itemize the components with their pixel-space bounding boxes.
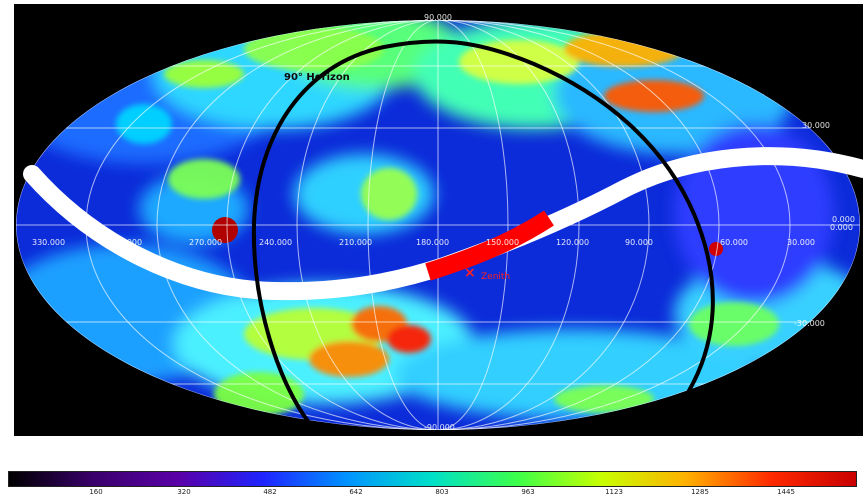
longitude-label: 270.000 (189, 238, 222, 247)
longitude-label: 180.000 (416, 238, 449, 247)
latitude-label: 30.000 (802, 121, 830, 130)
latitude-label: -30.000 (794, 319, 825, 328)
latitude-label: -90.000 (424, 423, 455, 432)
colorbar-tick-label: 642 (349, 488, 363, 496)
horizon-label: 90° Horizon (284, 72, 350, 83)
hot-spot (212, 217, 238, 243)
longitude-label: 0.000 (830, 223, 853, 232)
track-highlight (425, 210, 554, 281)
longitude-label: 150.000 (486, 238, 519, 247)
longitude-label: 300.000 (109, 238, 142, 247)
longitude-label: 120.000 (556, 238, 589, 247)
hot-spot (709, 242, 723, 256)
latitude-label: 0.000 (832, 215, 855, 224)
colorbar-tick-label: 320 (177, 488, 191, 496)
colorbar-tick-label: 1123 (605, 488, 623, 496)
colorbar-ticks: 160 320 482 642 803 963 1123 1285 1445 (8, 488, 857, 502)
coordinate-grid (16, 20, 860, 430)
latitude-label: 90.000 (424, 13, 452, 22)
colorbar (8, 471, 857, 487)
longitude-labels: 330.000 300.000 270.000 240.000 210.000 … (32, 223, 853, 247)
longitude-label: 330.000 (32, 238, 65, 247)
colorbar-tick-label: 1445 (777, 488, 795, 496)
zenith-marker: × (464, 265, 476, 281)
latitude-labels: 90.000 30.000 0.000 -30.000 -90.000 (424, 13, 855, 432)
map-panel: 90° Horizon × Zenith 330.000 300.000 270… (14, 4, 863, 436)
sky-map: 90° Horizon × Zenith 330.000 300.000 270… (14, 4, 863, 436)
colorbar-tick-label: 963 (521, 488, 535, 496)
colorbar-tick-label: 803 (435, 488, 449, 496)
colorbar-tick-label: 160 (89, 488, 103, 496)
sky-track (23, 147, 863, 301)
horizon-line (251, 39, 715, 436)
longitude-label: 30.000 (787, 238, 815, 247)
longitude-label: 60.000 (720, 238, 748, 247)
longitude-label: 210.000 (339, 238, 372, 247)
longitude-label: 90.000 (625, 238, 653, 247)
colorbar-tick-label: 1285 (691, 488, 709, 496)
zenith-label: Zenith (481, 272, 510, 282)
longitude-label: 240.000 (259, 238, 292, 247)
colorbar-tick-label: 482 (263, 488, 277, 496)
